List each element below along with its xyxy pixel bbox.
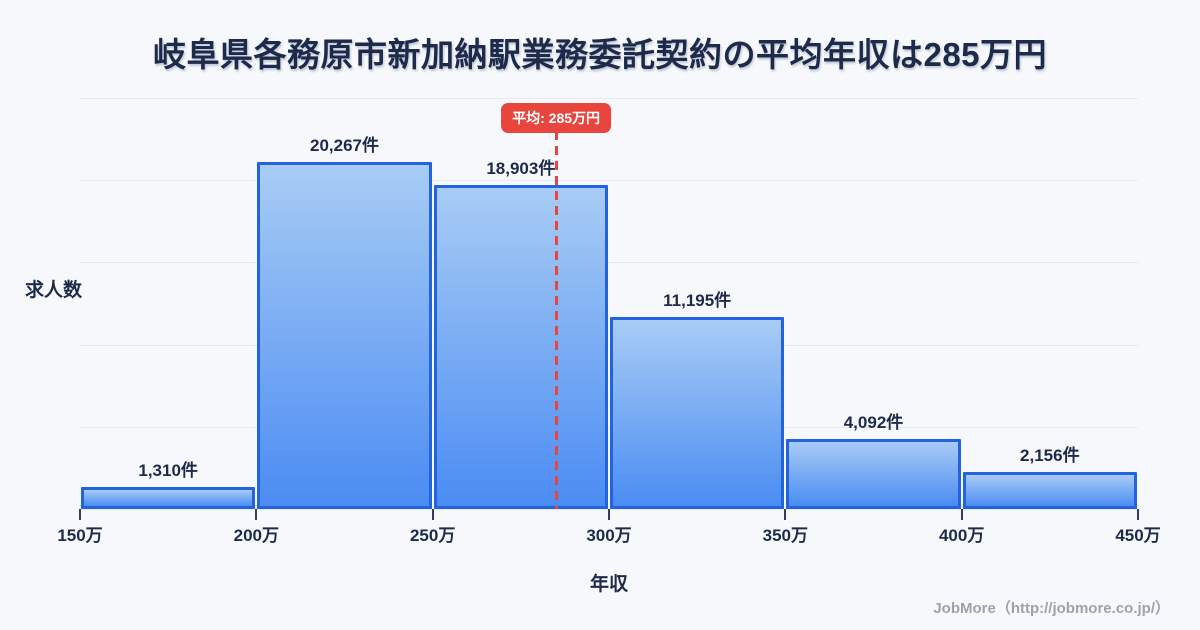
gridline [80,426,1138,428]
x-tick-mark [431,509,434,520]
x-tick-label: 150万 [57,526,103,545]
x-tick-label: 400万 [938,526,985,545]
bar-value-label: 11,195件 [663,291,732,310]
gridline [80,344,1138,346]
x-axis-label: 年収 [589,574,628,595]
x-tick-label: 200万 [233,526,280,545]
x-tick-label: 250万 [409,526,456,545]
histogram-bar [610,317,785,509]
x-tick-mark [608,509,610,520]
x-tick-label: 450万 [1115,526,1161,545]
y-axis-label: 求人数 [25,280,83,301]
x-tick-mark [960,509,963,520]
histogram-bar [81,487,256,509]
histogram-bar [257,162,432,509]
bar-value-label: 2,156件 [1020,446,1080,465]
x-tick-label: 300万 [586,526,632,545]
gridline [80,180,1138,182]
bar-value-label: 20,267件 [310,136,379,155]
bar-value-label: 4,092件 [843,413,904,432]
gridline [80,262,1138,264]
x-tick-mark [79,509,81,520]
histogram-bar [433,185,608,509]
x-tick-label: 350万 [762,526,809,545]
plot-area: 1,310件 20,267件 18,903件 11,195件 4,092件 2,156件 [80,98,1138,510]
histogram-bar [962,472,1137,509]
x-tick-mark [784,509,787,520]
bar-value-label: 1,310件 [138,461,198,480]
gridline [80,98,1138,99]
footer-credit: JobMore（http://jobmore.co.jp/） [933,600,1170,617]
average-badge: 平均: 285万円 [501,103,612,133]
histogram-bar [786,439,961,509]
chart-title: 岐阜県各務原市新加納駅業務委託契約の平均年収は285万円 [152,36,1048,73]
bar-value-label: 18,903件 [486,159,556,178]
x-tick-mark [255,509,258,520]
average-line [554,131,558,509]
x-tick-mark [1137,509,1139,520]
